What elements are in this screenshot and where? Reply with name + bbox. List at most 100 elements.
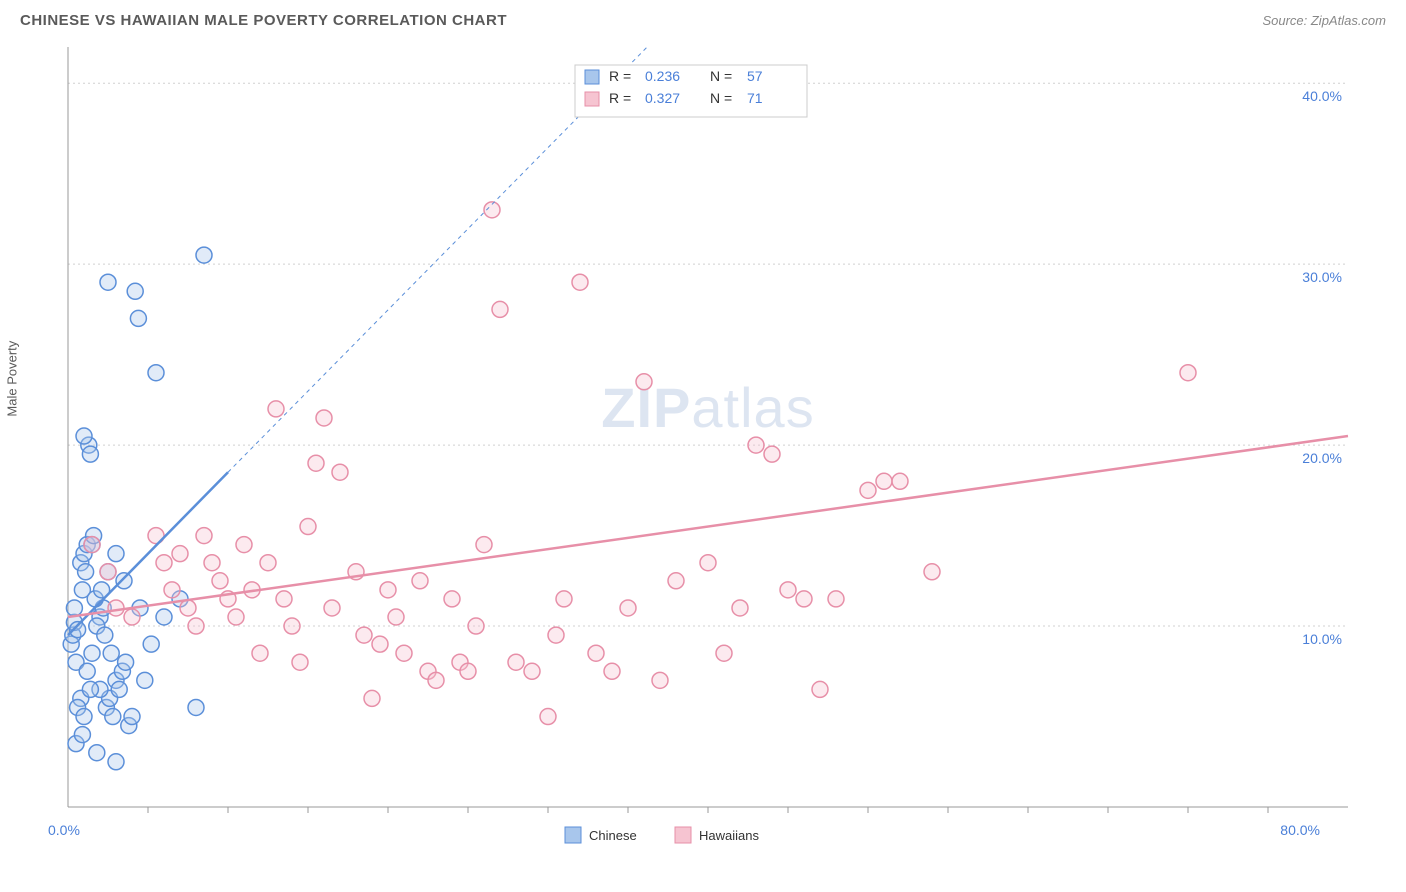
data-point <box>308 455 324 471</box>
data-point <box>124 709 140 725</box>
data-point <box>97 627 113 643</box>
stats-n-label: N = <box>710 68 732 84</box>
data-point <box>524 663 540 679</box>
data-point <box>548 627 564 643</box>
data-point <box>292 654 308 670</box>
data-point <box>396 645 412 661</box>
data-point <box>860 482 876 498</box>
data-point <box>460 663 476 679</box>
y-tick-label: 10.0% <box>1302 631 1342 647</box>
data-point <box>180 600 196 616</box>
data-point <box>356 627 372 643</box>
data-point <box>324 600 340 616</box>
data-point <box>74 727 90 743</box>
data-point <box>172 546 188 562</box>
stats-swatch <box>585 70 599 84</box>
watermark: ZIPatlas <box>601 376 814 439</box>
data-point <box>284 618 300 634</box>
data-point <box>492 301 508 317</box>
data-point <box>108 754 124 770</box>
data-point <box>508 654 524 670</box>
data-point <box>476 537 492 553</box>
data-point <box>66 600 82 616</box>
data-point <box>316 410 332 426</box>
data-point <box>540 709 556 725</box>
stats-n-value: 57 <box>747 68 763 84</box>
data-point <box>196 247 212 263</box>
data-point <box>228 609 244 625</box>
data-point <box>156 609 172 625</box>
x-label-left: 0.0% <box>48 822 80 838</box>
data-point <box>236 537 252 553</box>
data-point <box>76 428 92 444</box>
data-point <box>156 555 172 571</box>
data-point <box>276 591 292 607</box>
chart-title: CHINESE VS HAWAIIAN MALE POVERTY CORRELA… <box>20 12 507 29</box>
data-point <box>268 401 284 417</box>
data-point <box>748 437 764 453</box>
data-point <box>428 672 444 688</box>
data-point <box>556 591 572 607</box>
data-point <box>116 573 132 589</box>
data-point <box>636 374 652 390</box>
data-point <box>204 555 220 571</box>
data-point <box>332 464 348 480</box>
data-point <box>732 600 748 616</box>
y-tick-label: 40.0% <box>1302 88 1342 104</box>
x-label-right: 80.0% <box>1280 822 1320 838</box>
data-point <box>780 582 796 598</box>
data-point <box>764 446 780 462</box>
data-point <box>588 645 604 661</box>
legend-label: Hawaiians <box>699 828 759 843</box>
data-point <box>84 537 100 553</box>
source-attribution: Source: ZipAtlas.com <box>1262 13 1386 28</box>
data-point <box>212 573 228 589</box>
data-point <box>716 645 732 661</box>
data-point <box>124 609 140 625</box>
data-point <box>620 600 636 616</box>
stats-swatch <box>585 92 599 106</box>
data-point <box>604 663 620 679</box>
data-point <box>812 681 828 697</box>
y-tick-label: 20.0% <box>1302 450 1342 466</box>
stats-n-value: 71 <box>747 90 763 106</box>
data-point <box>108 546 124 562</box>
data-point <box>1180 365 1196 381</box>
data-point <box>164 582 180 598</box>
data-point <box>82 446 98 462</box>
stats-r-value: 0.236 <box>645 68 680 84</box>
trend-line <box>68 436 1348 617</box>
data-point <box>252 645 268 661</box>
stats-r-value: 0.327 <box>645 90 680 106</box>
data-point <box>892 473 908 489</box>
data-point <box>118 654 134 670</box>
data-point <box>100 274 116 290</box>
data-point <box>127 283 143 299</box>
data-point <box>111 681 127 697</box>
legend-label: Chinese <box>589 828 637 843</box>
data-point <box>79 663 95 679</box>
stats-r-label: R = <box>609 90 631 106</box>
data-point <box>76 709 92 725</box>
data-point <box>444 591 460 607</box>
data-point <box>388 609 404 625</box>
data-point <box>130 310 146 326</box>
data-point <box>700 555 716 571</box>
data-point <box>105 709 121 725</box>
stats-r-label: R = <box>609 68 631 84</box>
data-point <box>89 745 105 761</box>
data-point <box>103 645 119 661</box>
stats-n-label: N = <box>710 90 732 106</box>
data-point <box>876 473 892 489</box>
data-point <box>188 699 204 715</box>
data-point <box>196 528 212 544</box>
data-point <box>260 555 276 571</box>
data-point <box>796 591 812 607</box>
data-point <box>148 365 164 381</box>
data-point <box>108 600 124 616</box>
legend-swatch <box>675 827 691 843</box>
data-point <box>137 672 153 688</box>
data-point <box>652 672 668 688</box>
y-tick-label: 30.0% <box>1302 269 1342 285</box>
data-point <box>188 618 204 634</box>
